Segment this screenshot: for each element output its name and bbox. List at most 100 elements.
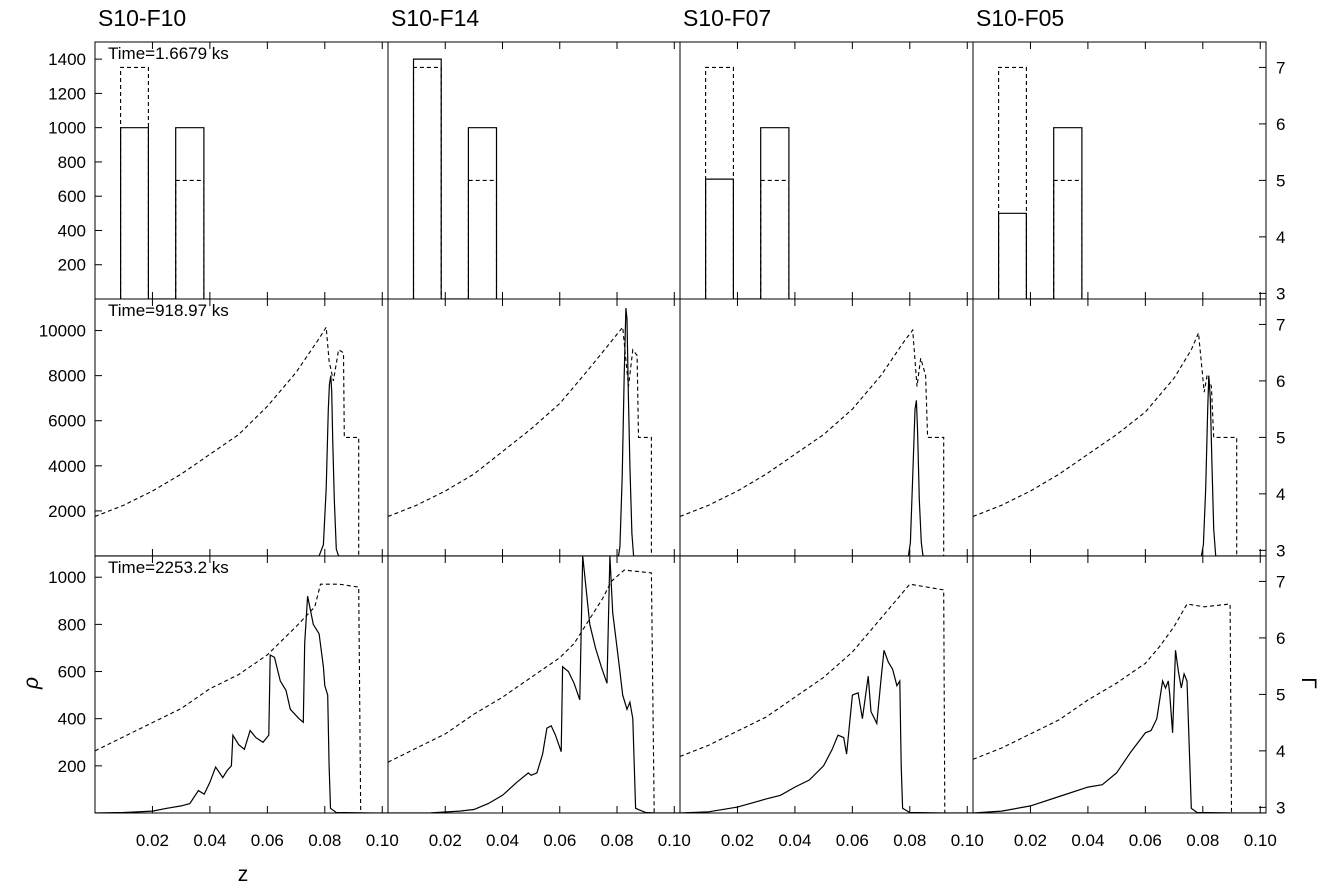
plot-area [680, 583, 973, 813]
gamma-series-line [680, 328, 945, 556]
x-tick-label: 0.02 [1014, 831, 1047, 850]
plot-area [95, 325, 388, 556]
gamma-tick-label: 7 [1276, 572, 1285, 591]
gamma-tick-label: 6 [1276, 372, 1285, 391]
time-label-row-3: Time=2253.2 ks [108, 558, 229, 577]
plot-area [388, 556, 680, 813]
plot-area [412, 58, 498, 299]
gamma-tick-label: 7 [1276, 315, 1285, 334]
x-tick-label: 0.02 [136, 831, 169, 850]
panel-frame [679, 298, 974, 557]
column-titles: S10-F10 S10-F14 S10-F07 S10-F05 [98, 5, 1064, 31]
plot-area [973, 603, 1266, 813]
gamma-tick-label: 5 [1276, 171, 1285, 190]
x-tick-label: 0.08 [308, 831, 341, 850]
panel-s10-f07-row-3: 0.02 0.04 0.06 0.08 0.10 [679, 555, 984, 850]
rho-series-line [412, 58, 498, 299]
rho-tick-label: 6000 [48, 412, 86, 431]
gamma-tick-label: 3 [1276, 284, 1285, 303]
rho-tick-label: 8000 [48, 367, 86, 386]
gamma-series-line [388, 325, 652, 556]
panel-s10-f07-row-2 [679, 298, 974, 557]
rho-series-line [680, 400, 973, 556]
gamma-tick-label: 5 [1276, 685, 1285, 704]
gamma-series-line [973, 603, 1233, 813]
x-axis-title: z [238, 863, 249, 886]
panel-frame [972, 555, 1267, 814]
axis-titles: ρ Γ z [20, 677, 1320, 886]
panel-s10-f05-row-3: 0.02 0.04 0.06 0.08 0.10 3 4 5 6 7 [972, 555, 1285, 850]
panel-s10-f07-row-1 [679, 41, 974, 300]
x-tick-label: 0.10 [951, 831, 984, 850]
x-tick-label: 0.08 [893, 831, 926, 850]
plot-area [388, 307, 680, 556]
gamma-tick-label: 4 [1276, 228, 1285, 247]
rho-tick-label: 1400 [48, 50, 86, 69]
gamma-tick-label: 4 [1276, 485, 1285, 504]
x-tick-label: 0.06 [1129, 831, 1162, 850]
rho-tick-label: 4000 [48, 457, 86, 476]
gamma-series-line [680, 583, 946, 813]
panel-frame [387, 41, 681, 300]
rho-tick-label: 400 [58, 221, 86, 240]
x-tick-label: 0.06 [836, 831, 869, 850]
x-tick-label: 0.10 [366, 831, 399, 850]
rho-tick-label: 1000 [48, 119, 86, 138]
time-label-row-1: Time=1.6679 ks [108, 44, 229, 63]
rho-series-line [95, 375, 388, 556]
column-title-s10-f05: S10-F05 [976, 5, 1064, 31]
panel-s10-f10-row-2: 2000 4000 6000 8000 10000 Time=918.97 ks [39, 298, 389, 557]
gamma-tick-label: 3 [1276, 798, 1285, 817]
panel-grid: 200 400 600 800 1000 1200 1400 Time=1.6679 ks 3 4… [39, 41, 1285, 850]
x-tick-label: 0.10 [1244, 831, 1277, 850]
rho-tick-label: 600 [58, 187, 86, 206]
x-tick-label: 0.02 [429, 831, 462, 850]
rho-series-line [997, 127, 1083, 299]
gamma-tick-label: 6 [1276, 629, 1285, 648]
rho-series-line [119, 127, 205, 299]
panel-frame [972, 298, 1267, 557]
gamma-series-line [705, 66, 790, 299]
rho-tick-label: 800 [58, 615, 86, 634]
panel-s10-f14-row-1 [387, 41, 681, 300]
rho-tick-label: 200 [58, 757, 86, 776]
column-title-s10-f10: S10-F10 [98, 5, 186, 31]
gamma-tick-label: 6 [1276, 115, 1285, 134]
gamma-series-line [998, 66, 1083, 299]
column-title-s10-f07: S10-F07 [683, 5, 771, 31]
rho-series-line [388, 307, 680, 556]
plot-area [680, 328, 973, 556]
gamma-tick-label: 3 [1276, 541, 1285, 560]
x-tick-label: 0.04 [1071, 831, 1104, 850]
time-label-row-2: Time=918.97 ks [108, 301, 229, 320]
panel-frame [679, 41, 974, 300]
rho-tick-label: 2000 [48, 502, 86, 521]
y-axis-title-right: Γ [1297, 677, 1320, 689]
column-title-s10-f14: S10-F14 [391, 5, 479, 31]
gamma-series-line [95, 325, 360, 556]
x-tick-label: 0.08 [1186, 831, 1219, 850]
panel-frame [94, 41, 389, 300]
plot-area [973, 332, 1266, 556]
y-axis-title-left: ρ [20, 677, 43, 690]
x-tick-label: 0.06 [251, 831, 284, 850]
rho-tick-label: 400 [58, 710, 86, 729]
plot-area [997, 66, 1083, 299]
rho-tick-label: 10000 [39, 322, 86, 341]
gamma-series-line [412, 66, 498, 299]
x-tick-label: 0.06 [543, 831, 576, 850]
gamma-series-line [388, 569, 655, 813]
rho-series-line [973, 375, 1266, 556]
rho-tick-label: 200 [58, 256, 86, 275]
rho-series-line [704, 127, 790, 299]
rho-series-line [680, 650, 973, 813]
panel-s10-f05-row-2: 3 4 5 6 7 [972, 298, 1285, 560]
panel-s10-f10-row-3: 0.02 0.04 0.06 0.08 0.10 200 400 600 800 1000 Time… [48, 555, 399, 850]
rho-tick-label: 1000 [48, 568, 86, 587]
x-tick-label: 0.04 [778, 831, 811, 850]
panel-frame [679, 555, 974, 814]
x-tick-label: 0.04 [193, 831, 226, 850]
gamma-series-line [95, 583, 362, 813]
x-tick-label: 0.10 [658, 831, 691, 850]
